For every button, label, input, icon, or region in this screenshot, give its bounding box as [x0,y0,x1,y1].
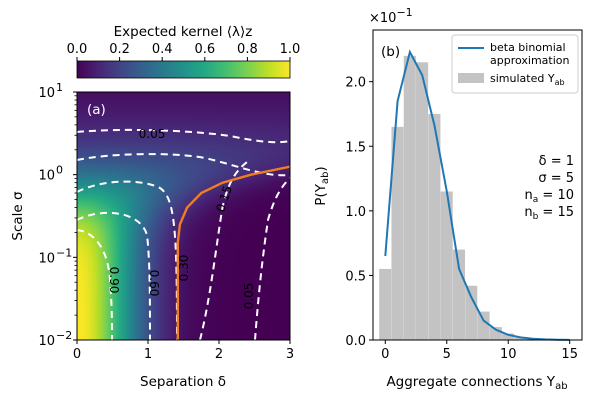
y-tick-label: 10 [38,169,55,184]
y-tick-exponent: 0 [56,164,63,177]
y-multiplier: ×10−1 [369,6,413,26]
param-na: na = 10 [525,188,574,205]
y-tick-exponent: 1 [56,81,63,94]
y-tick-label: 0.0 [345,334,366,349]
y-tick-label: 2.0 [345,76,366,91]
contour-060 [77,211,151,340]
param-sigma: σ = 5 [538,171,574,186]
param-delta: δ = 1 [539,154,574,169]
contour-lines [77,128,290,340]
contour-label: 0.30 [177,255,191,282]
legend-bar-swatch [458,73,484,83]
orange-curve [176,165,290,340]
x-tick-label: 3 [286,347,294,362]
y-tick-label: 1.5 [345,140,366,155]
histogram-bar [477,311,490,340]
axis-ticks-b: 0 5 10 15 0.0 0.5 1.0 1.5 2.0 [345,76,578,362]
colorbar-label: Expected kernel ⟨λ⟩z [114,24,253,40]
y-tick-label: 10 [38,334,55,349]
colorbar [76,60,291,79]
contour-label: 0.90 [107,267,121,294]
contour-label: 0.05 [242,283,256,310]
contour-015-right [199,159,251,340]
legend-line-label-1: beta binomial [490,41,566,54]
axes-frame-b [372,29,583,341]
y-axis-label-b: P(Yab) [313,166,331,205]
y-tick-exponent: −2 [56,329,72,342]
panel-b: 0 5 10 15 0.0 0.5 1.0 1.5 2.0 ×10−1 (b) beta bin… [313,6,583,392]
axes-frame-a [76,91,291,341]
parameter-annotations: δ = 1 σ = 5 na = 10 nb = 15 [524,154,574,222]
histogram-bar [465,285,478,340]
colorbar-ticks: 0.0 0.2 0.4 0.6 0.8 1.0 [67,42,301,61]
y-axis-label-a: Scale σ [10,191,26,241]
legend-bar-label: simulated Yab [490,72,565,87]
contour-label: 0.05 [139,127,166,141]
histogram-bars [379,55,576,341]
y-tick-exponent: −1 [56,246,72,259]
y-tick-label: 10 [38,251,55,266]
colorbar-tick-label: 0.4 [152,42,173,57]
colorbar-tick-label: 0.2 [109,42,130,57]
contour-label: 0.60 [147,270,161,297]
contour-005-right [254,177,290,340]
histogram-bar [452,249,466,340]
histogram-bar [403,55,416,340]
histogram-bar [379,268,392,340]
contour-labels: 0.05 0.15 0.30 0.60 0.90 0.05 [107,127,256,309]
legend: beta binomial approximation simulated Ya… [451,34,579,94]
panel-a: Expected kernel ⟨λ⟩z 0.0 0.2 0.4 0.6 0.8 1.0 … [10,24,300,390]
histogram-bar [502,333,515,340]
histogram-bar [514,337,527,340]
x-tick-label: 2 [215,347,223,362]
x-axis-label-b: Aggregate connections Yab [386,374,567,392]
colorbar-tick-label: 0.6 [194,42,215,57]
y-tick-label: 10 [38,86,55,101]
x-axis-label-a: Separation δ [140,374,226,390]
colorbar-tick-label: 0.0 [67,42,88,57]
histogram-bar [428,113,441,340]
param-nb: nb = 15 [524,205,574,222]
x-tick-label: 15 [561,347,578,362]
x-tick-label: 0 [381,347,389,362]
beta-binomial-line [384,49,570,341]
x-tick-label: 10 [500,347,517,362]
colorbar-tick-label: 1.0 [280,42,301,57]
legend-line-label-2: approximation [490,54,569,67]
colorbar-tick-label: 0.8 [237,42,258,57]
x-tick-label: 5 [443,347,451,362]
y-tick-label: 1.0 [345,205,366,220]
panel-label-b: (b) [381,44,400,60]
contour-090 [77,229,113,340]
x-tick-label: 0 [73,347,81,362]
contour-030 [77,180,178,340]
histogram-bar [391,126,404,340]
histogram-bar [440,191,453,340]
y-tick-label: 0.5 [345,269,366,284]
histogram-bar [416,62,429,341]
x-tick-label: 1 [144,347,152,362]
panel-label-a: (a) [87,102,106,118]
contour-005-top [77,128,290,144]
